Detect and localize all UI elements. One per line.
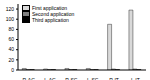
svg-text:80: 80 — [8, 26, 14, 32]
svg-text:R-AC: R-AC — [23, 77, 36, 80]
svg-text:100: 100 — [8, 16, 14, 22]
svg-text:R-IT: R-IT — [109, 77, 119, 80]
html-text:First application: First application — [32, 5, 67, 11]
svg-text:R-SC: R-SC — [65, 77, 78, 80]
svg-text:120: 120 — [8, 6, 14, 12]
svg-text:0: 0 — [11, 67, 14, 73]
html-text:Third application: Third application — [32, 17, 69, 23]
svg-text:L-AC: L-AC — [44, 77, 56, 80]
svg-text:L-IT: L-IT — [131, 77, 140, 80]
svg-text:20: 20 — [8, 57, 14, 63]
svg-text:40: 40 — [8, 46, 14, 52]
html-text:Second application: Second application — [32, 11, 75, 17]
svg-text:L-SC: L-SC — [87, 77, 99, 80]
svg-text:60: 60 — [8, 36, 14, 42]
